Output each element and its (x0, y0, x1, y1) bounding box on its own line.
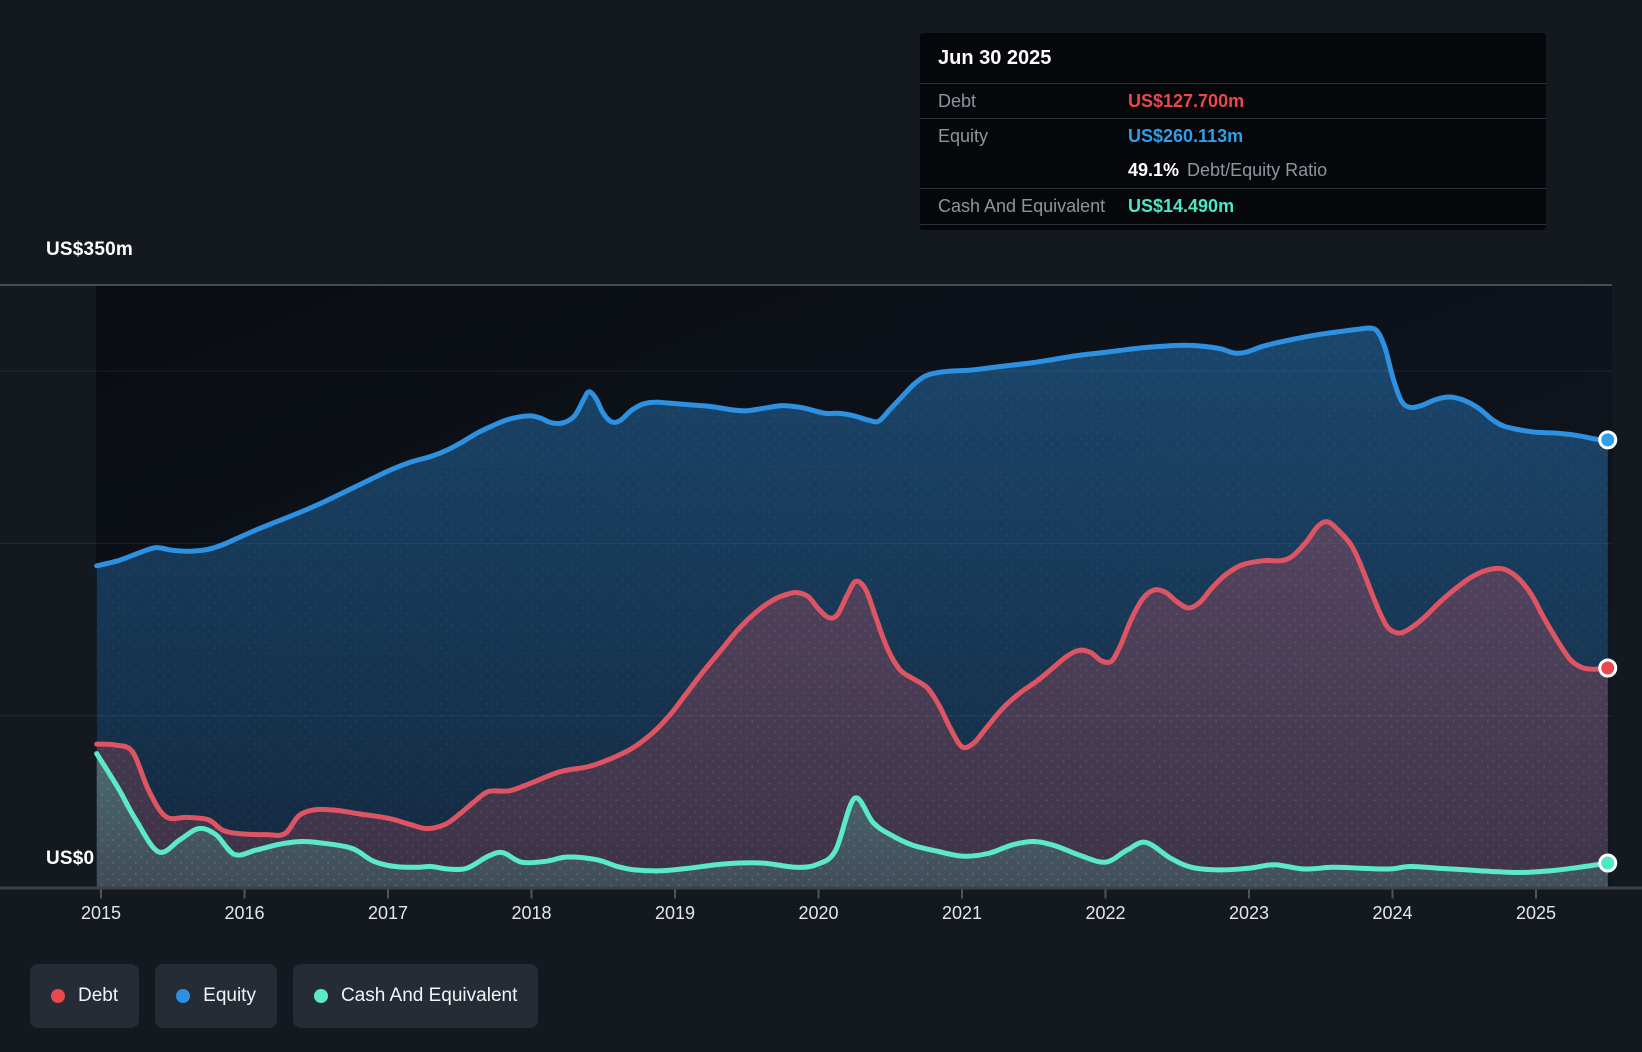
tooltip-equity-value: US$260.113m (1128, 126, 1243, 147)
tooltip-divider (920, 224, 1546, 225)
legend-equity-label: Equity (203, 985, 256, 1007)
x-axis-label: 2023 (1229, 903, 1269, 924)
series-end-dot-equity[interactable] (1600, 432, 1616, 448)
x-axis-label: 2024 (1372, 903, 1412, 924)
tooltip-date: Jun 30 2025 (920, 33, 1546, 83)
tooltip-row-debt: Debt US$127.700m (920, 84, 1546, 118)
legend-cash-label: Cash And Equivalent (341, 985, 517, 1007)
chart-tooltip: Jun 30 2025 Debt US$127.700m Equity US$2… (920, 33, 1546, 230)
series-end-dot-cash-and-equivalent[interactable] (1600, 855, 1616, 871)
x-axis-label: 2016 (224, 903, 264, 924)
tooltip-debt-value: US$127.700m (1128, 91, 1244, 112)
legend-debt-label: Debt (78, 985, 118, 1007)
tooltip-equity-label: Equity (938, 126, 1128, 147)
x-axis-label: 2025 (1516, 903, 1556, 924)
tooltip-row-cash: Cash And Equivalent US$14.490m (920, 189, 1546, 224)
cash-legend-dot-icon (314, 989, 328, 1003)
x-axis-label: 2019 (655, 903, 695, 924)
x-axis-label: 2015 (81, 903, 121, 924)
debt-legend-dot-icon (51, 989, 65, 1003)
x-axis-label: 2017 (368, 903, 408, 924)
x-axis-label: 2021 (942, 903, 982, 924)
legend-item-debt[interactable]: Debt (30, 964, 139, 1028)
equity-legend-dot-icon (176, 989, 190, 1003)
tooltip-ratio-label: Debt/Equity Ratio (1187, 160, 1327, 181)
y-axis-zero-label: US$0 (46, 848, 94, 870)
debt-equity-chart-panel: US$350m US$0 2015 2016 2017 2018 2019 2020 202… (0, 0, 1642, 1052)
tooltip-row-equity: Equity US$260.113m (920, 119, 1546, 153)
x-axis-label: 2020 (798, 903, 838, 924)
tooltip-row-ratio: 49.1% Debt/Equity Ratio (920, 153, 1546, 188)
tooltip-cash-value: US$14.490m (1128, 196, 1234, 217)
chart-legend: Debt Equity Cash And Equivalent (30, 964, 538, 1028)
legend-item-cash[interactable]: Cash And Equivalent (293, 964, 538, 1028)
x-axis-label: 2018 (511, 903, 551, 924)
tooltip-cash-label: Cash And Equivalent (938, 196, 1128, 217)
tooltip-debt-label: Debt (938, 91, 1128, 112)
legend-item-equity[interactable]: Equity (155, 964, 277, 1028)
x-axis-label: 2022 (1085, 903, 1125, 924)
series-end-dot-debt[interactable] (1600, 660, 1616, 676)
tooltip-ratio-value: 49.1% (1128, 160, 1179, 181)
y-axis-top-label: US$350m (46, 239, 133, 261)
